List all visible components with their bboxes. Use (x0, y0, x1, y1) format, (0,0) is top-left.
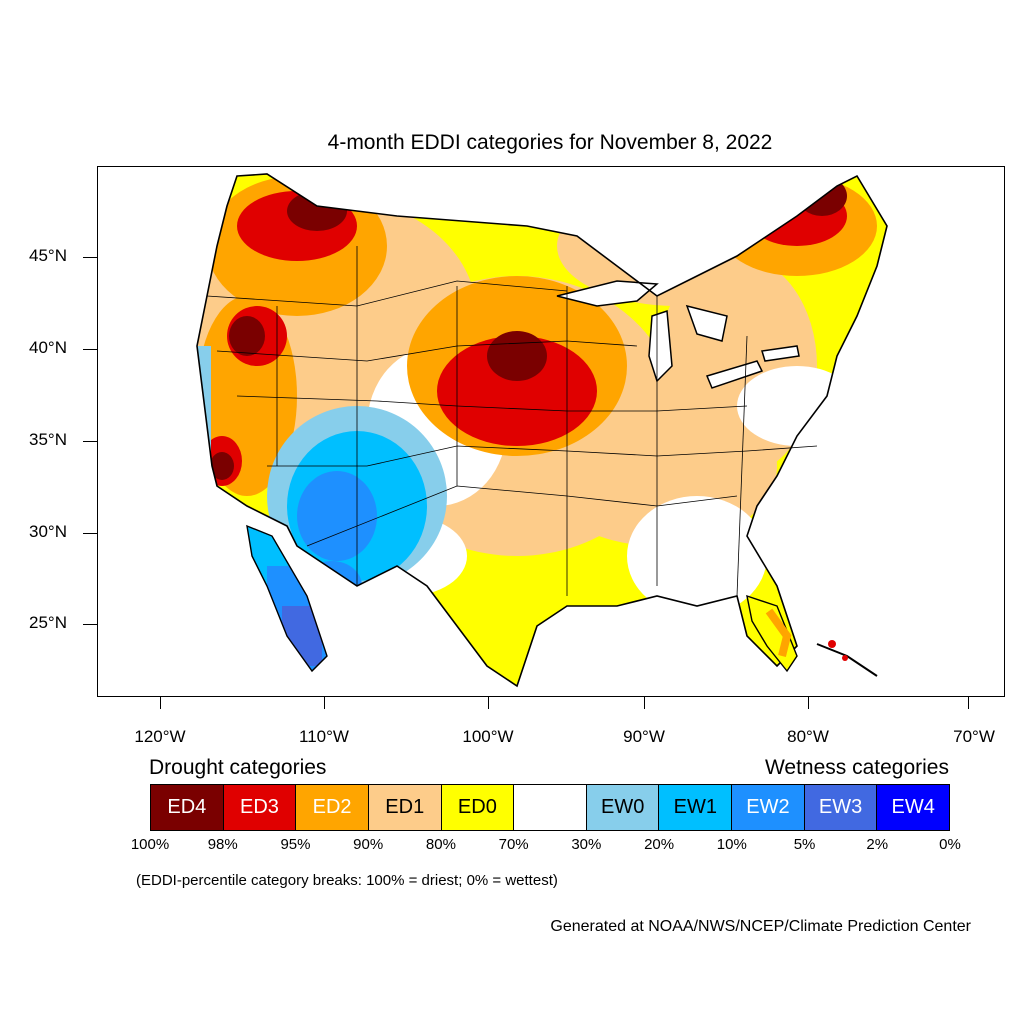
lat-tick (83, 624, 97, 625)
legend-percentile: 90% (353, 836, 384, 853)
lon-label: 120°W (134, 727, 186, 746)
legend-percentiles: 100% 98% 95% 90% 80% 70% 30% 20% 10% 5% 2% 0% (100, 836, 1000, 856)
legend-swatch (514, 785, 587, 830)
legend-percentile: 20% (644, 836, 675, 853)
eddi-map (97, 166, 1005, 697)
lat-label: 45°N (29, 246, 67, 265)
legend-percentile: 98% (207, 836, 238, 853)
map-canvas (97, 166, 1005, 697)
lon-label: 90°W (623, 727, 665, 746)
legend-percentile: 0% (939, 836, 961, 853)
baja-outline (246, 524, 328, 673)
legend-swatch: EW4 (877, 785, 950, 830)
lon-tick (324, 697, 325, 709)
lon-tick (160, 697, 161, 709)
lat-tick (83, 533, 97, 534)
lon-tick (808, 697, 809, 709)
credit-line: Generated at NOAA/NWS/NCEP/Climate Predi… (550, 918, 971, 935)
legend-percentile: 100% (130, 836, 170, 853)
state-boundaries (206, 246, 818, 597)
lat-label: 25°N (29, 613, 67, 632)
legend-swatch: ED4 (151, 785, 224, 830)
legend-swatch: ED0 (441, 785, 515, 830)
us-outline (196, 173, 888, 688)
lat-tick (83, 441, 97, 442)
legend-percentile: 80% (425, 836, 456, 853)
lon-tick (968, 697, 969, 709)
legend-swatch: EW2 (732, 785, 805, 830)
legend-swatch: ED1 (368, 785, 442, 830)
wetness-heading: Wetness categories (764, 756, 949, 779)
legend-percentile: 95% (280, 836, 311, 853)
florida-ed2 (765, 608, 792, 657)
map-frame (97, 166, 1005, 697)
great-lakes (556, 280, 800, 389)
bahamas-ed3 (842, 655, 848, 661)
map-title: 4-month EDDI categories for November 8, … (327, 131, 773, 154)
legend-swatch: EW3 (804, 785, 878, 830)
legend-swatch: ED2 (296, 785, 369, 830)
lon-tick (644, 697, 645, 709)
legend-percentile: 5% (793, 836, 816, 853)
bahamas-ed3 (828, 640, 836, 648)
legend-percentile: 2% (866, 836, 889, 853)
lon-label: 100°W (462, 727, 514, 746)
legend-percentile: 70% (498, 836, 529, 853)
legend-swatch: EW1 (659, 785, 733, 830)
legend-percentile: 30% (571, 836, 602, 853)
legend-swatch: ED3 (223, 785, 297, 830)
breaks-note: (EDDI-percentile category breaks: 100% =… (136, 872, 558, 889)
lon-label: 80°W (787, 727, 829, 746)
lat-tick (83, 257, 97, 258)
lat-label: 30°N (29, 522, 67, 541)
legend-percentile: 10% (716, 836, 747, 853)
lat-tick (83, 349, 97, 350)
lon-label: 110°W (299, 727, 349, 746)
lon-label: 70°W (953, 727, 995, 746)
legend-colorbar: ED4 ED3 ED2 ED1 ED0 EW0 EW1 EW2 EW3 EW4 (150, 784, 950, 831)
lat-label: 40°N (29, 338, 67, 357)
lat-label: 35°N (29, 430, 67, 449)
drought-heading: Drought categories (149, 756, 327, 779)
legend-swatch: EW0 (586, 785, 660, 830)
lon-tick (488, 697, 489, 709)
